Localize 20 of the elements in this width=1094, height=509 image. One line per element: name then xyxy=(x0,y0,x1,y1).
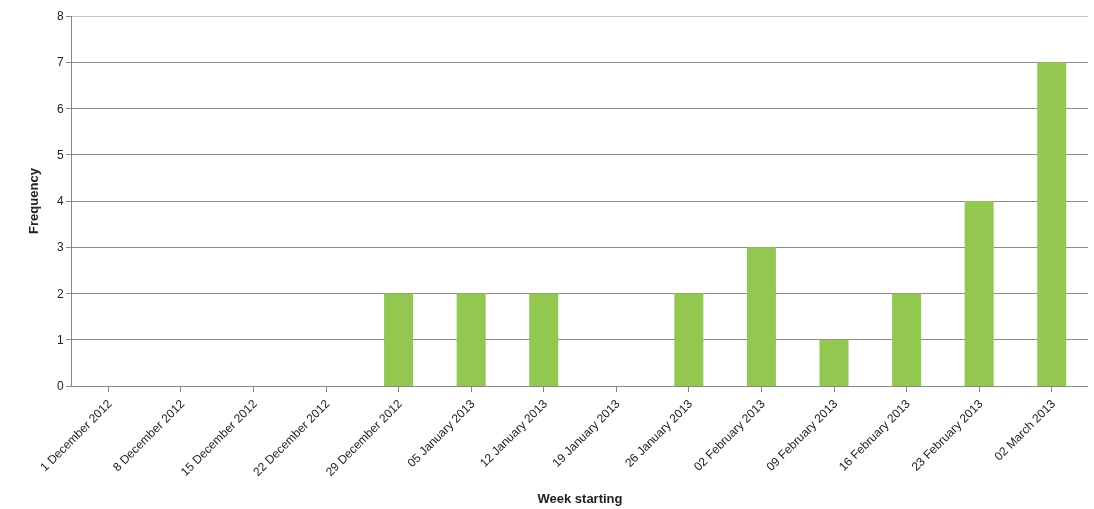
bar xyxy=(674,293,704,386)
bar xyxy=(892,293,922,386)
y-tick-label: 3 xyxy=(56,240,64,255)
y-axis-title: Frequency xyxy=(25,167,41,234)
y-tick-label: 1 xyxy=(56,332,64,347)
bar xyxy=(964,201,994,386)
y-tick-label: 7 xyxy=(56,55,64,70)
bar xyxy=(456,293,486,386)
bar xyxy=(529,293,559,386)
bar xyxy=(746,247,776,386)
y-tick-label: 0 xyxy=(56,379,64,394)
bar xyxy=(384,293,414,386)
x-axis-title: Week starting xyxy=(537,490,623,506)
y-tick-label: 5 xyxy=(56,147,64,162)
y-tick-label: 6 xyxy=(56,101,64,116)
y-tick-label: 8 xyxy=(56,9,64,24)
bar xyxy=(819,339,849,386)
y-tick-label: 2 xyxy=(56,286,64,301)
y-tick-label: 4 xyxy=(56,194,64,209)
bar xyxy=(1037,62,1067,386)
